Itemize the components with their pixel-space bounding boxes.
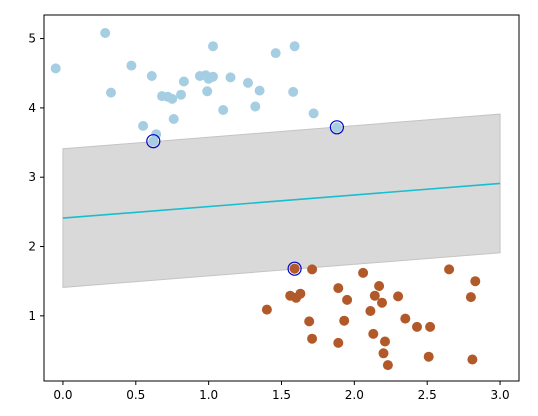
data-point-class-0-15 xyxy=(202,86,213,97)
x-tick-label: 3.0 xyxy=(491,388,510,402)
data-point-class-1-14 xyxy=(369,290,380,301)
data-point-class-1-8 xyxy=(333,337,344,348)
data-point-class-0-17 xyxy=(208,71,218,82)
data-point-class-1-27 xyxy=(467,354,478,365)
axes: 0.0 0.5 1.0 1.5 2.0 2.5 3.0 1 2 3 4 5 xyxy=(28,14,520,402)
data-point-class-0-2 xyxy=(106,87,116,98)
x-tick-label: 1.0 xyxy=(199,388,218,402)
data-point-class-0-10 xyxy=(168,114,179,124)
data-point-class-0-0 xyxy=(50,63,61,74)
data-point-class-1-28 xyxy=(470,276,481,287)
data-point-class-0-20 xyxy=(225,72,236,83)
data-point-class-0-25 xyxy=(288,86,299,97)
data-point-class-0-1 xyxy=(100,28,111,38)
x-tick-label: 1.5 xyxy=(272,388,291,402)
data-point-class-0-3 xyxy=(126,60,137,71)
data-point-class-1-26 xyxy=(465,292,476,303)
data-marks xyxy=(50,28,481,371)
data-point-class-0-4 xyxy=(138,120,149,131)
plot-area xyxy=(62,113,501,288)
data-point-class-1-10 xyxy=(342,294,353,305)
data-point-class-1-21 xyxy=(400,313,411,324)
data-point-class-0-26 xyxy=(289,41,300,52)
data-point-class-1-23 xyxy=(423,351,434,362)
data-point-class-1-5 xyxy=(307,333,318,344)
data-point-class-0-11 xyxy=(176,89,186,100)
x-tick-label: 2.5 xyxy=(418,388,437,402)
data-point-class-1-17 xyxy=(378,348,389,359)
data-point-class-0-12 xyxy=(178,76,189,87)
data-point-class-1-7 xyxy=(333,283,344,294)
data-point-class-1-4 xyxy=(304,316,315,327)
data-point-class-0-9 xyxy=(167,93,178,104)
data-point-class-1-15 xyxy=(374,281,385,291)
data-point-class-1-13 xyxy=(368,328,379,339)
data-point-class-0-21 xyxy=(243,77,253,88)
data-point-class-0-27 xyxy=(308,108,319,119)
data-point-class-0-5 xyxy=(146,71,157,81)
data-point-class-1-29 xyxy=(289,263,300,274)
data-point-class-0-19 xyxy=(218,105,229,115)
data-point-class-0-22 xyxy=(250,101,261,112)
decision-boundary-line xyxy=(62,182,501,219)
data-point-class-0-24 xyxy=(270,48,281,59)
x-tick-label: 0.5 xyxy=(126,388,145,402)
y-tick-label: 2 xyxy=(28,240,36,254)
data-point-class-1-24 xyxy=(425,321,436,332)
data-point-class-1-20 xyxy=(393,291,404,302)
data-point-class-1-3 xyxy=(295,288,306,299)
data-point-class-1-12 xyxy=(365,306,376,316)
data-point-class-1-0 xyxy=(261,304,272,315)
data-point-class-0-23 xyxy=(254,85,265,96)
support-vector-1 xyxy=(329,120,344,135)
data-point-class-0-29 xyxy=(331,122,342,133)
data-point-class-0-18 xyxy=(208,41,218,52)
data-point-class-1-16 xyxy=(377,297,387,308)
y-tick-label: 5 xyxy=(28,32,36,46)
data-point-class-1-11 xyxy=(358,267,369,278)
data-point-class-1-25 xyxy=(444,264,455,275)
x-tick-label: 0.0 xyxy=(53,388,72,402)
y-tick-label: 1 xyxy=(28,309,36,323)
data-point-class-1-9 xyxy=(339,315,350,326)
y-tick-label: 3 xyxy=(28,170,36,184)
x-tick-label: 2.0 xyxy=(345,388,364,402)
data-point-class-0-28 xyxy=(148,136,159,147)
data-point-class-1-22 xyxy=(412,321,422,332)
support-vector-0 xyxy=(146,134,161,149)
y-tick-label: 4 xyxy=(28,101,36,115)
data-point-class-1-6 xyxy=(307,264,318,275)
data-point-class-1-18 xyxy=(380,336,390,347)
support-vector-2 xyxy=(287,261,302,276)
data-point-class-1-19 xyxy=(382,360,393,371)
